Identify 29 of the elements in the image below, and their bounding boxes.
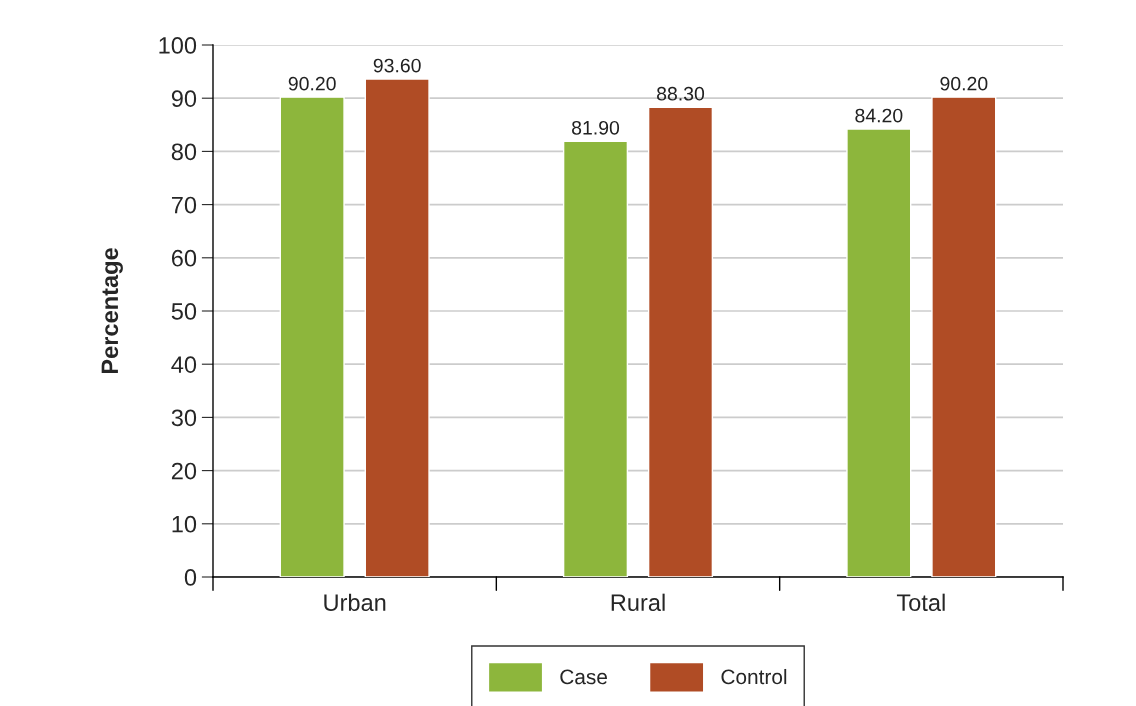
y-tick-label: 80 xyxy=(171,143,197,161)
data-label: 90.20 xyxy=(940,76,988,91)
y-tick-label: 20 xyxy=(171,462,197,480)
x-tick-label: Urban xyxy=(324,593,386,612)
y-tick-label: 100 xyxy=(159,37,197,54)
y-tick-label: 10 xyxy=(172,515,197,533)
data-label: 93.60 xyxy=(373,58,421,73)
bar xyxy=(647,106,714,577)
data-label: 84.20 xyxy=(855,108,903,123)
bar xyxy=(846,128,912,577)
y-tick-label: 50 xyxy=(171,303,197,320)
x-tick-label: Total xyxy=(896,593,945,612)
bar xyxy=(364,78,430,577)
data-label: 88.30 xyxy=(657,86,705,101)
y-tick-label: 0 xyxy=(184,569,197,586)
y-axis-title: Percentage xyxy=(101,248,123,374)
y-tick-label: 70 xyxy=(171,196,197,214)
data-label: 81.90 xyxy=(572,120,620,135)
y-tick-label: 40 xyxy=(171,356,197,373)
bar xyxy=(931,96,997,577)
bar xyxy=(562,140,629,577)
y-tick-label: 30 xyxy=(171,409,197,427)
bar xyxy=(279,96,345,577)
legend-label: Case xyxy=(560,669,607,685)
data-label: 90.20 xyxy=(288,76,336,91)
legend-label: Control xyxy=(721,668,787,685)
y-tick-label: 60 xyxy=(171,249,197,267)
x-tick-label: Rural xyxy=(611,593,665,612)
y-tick-label: 90 xyxy=(171,90,197,107)
